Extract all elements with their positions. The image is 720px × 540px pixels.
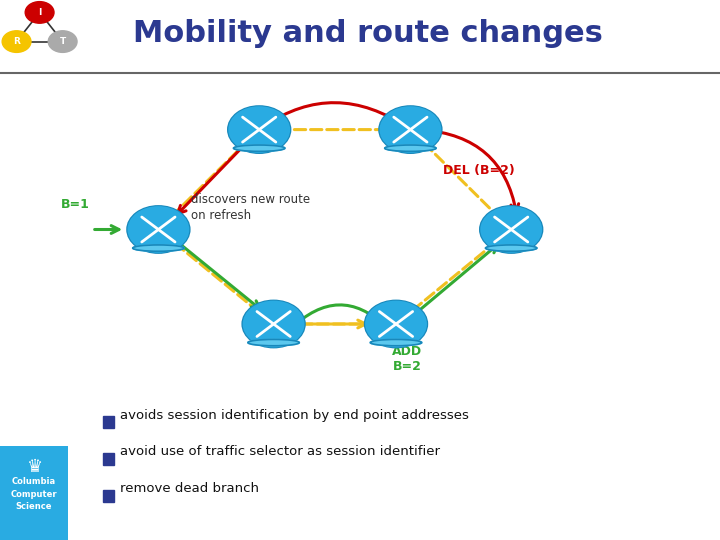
Circle shape <box>243 301 304 347</box>
Text: Mobility and route changes: Mobility and route changes <box>133 19 603 48</box>
Text: ADD
B=2: ADD B=2 <box>392 345 423 373</box>
Text: I: I <box>38 8 41 17</box>
Text: B=1: B=1 <box>61 198 90 211</box>
Circle shape <box>380 107 441 152</box>
Text: T: T <box>60 37 66 46</box>
Bar <box>103 416 114 428</box>
Ellipse shape <box>233 145 285 151</box>
Ellipse shape <box>485 245 537 251</box>
Text: avoid use of traffic selector as session identifier: avoid use of traffic selector as session… <box>120 446 440 458</box>
Circle shape <box>128 207 189 252</box>
Circle shape <box>366 301 426 347</box>
Ellipse shape <box>370 340 422 346</box>
Bar <box>103 453 114 465</box>
Ellipse shape <box>384 145 436 151</box>
Bar <box>103 490 114 502</box>
Text: remove dead branch: remove dead branch <box>120 482 259 495</box>
Circle shape <box>229 107 289 152</box>
Text: ♛: ♛ <box>26 458 42 476</box>
Circle shape <box>2 31 31 52</box>
Circle shape <box>481 207 541 252</box>
Circle shape <box>25 2 54 23</box>
Text: avoids session identification by end point addresses: avoids session identification by end poi… <box>120 409 469 422</box>
Ellipse shape <box>248 340 300 346</box>
Text: DEL (B=2): DEL (B=2) <box>443 164 515 177</box>
Text: Columbia
Computer
Science: Columbia Computer Science <box>11 477 57 511</box>
Ellipse shape <box>132 245 184 251</box>
Circle shape <box>48 31 77 52</box>
Text: R: R <box>13 37 20 46</box>
Text: discovers new route
on refresh: discovers new route on refresh <box>191 193 310 222</box>
FancyBboxPatch shape <box>0 446 68 540</box>
